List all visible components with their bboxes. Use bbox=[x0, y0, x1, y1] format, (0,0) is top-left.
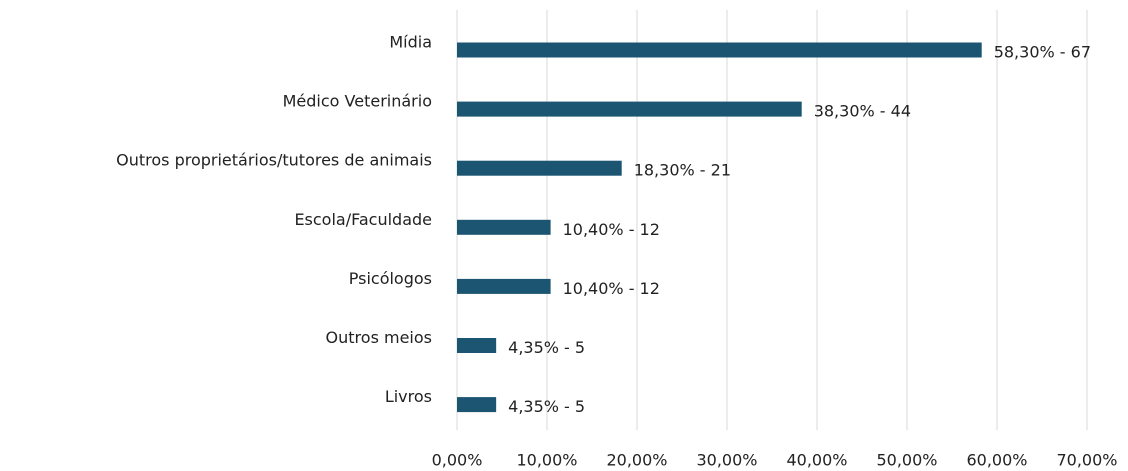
bar bbox=[457, 397, 497, 413]
x-tick-label: 0,00% bbox=[432, 451, 483, 470]
category-label: Outros meios bbox=[326, 328, 432, 347]
value-label: 10,40% - 12 bbox=[563, 220, 660, 239]
value-label: 18,30% - 21 bbox=[634, 161, 731, 180]
x-tick-label: 40,00% bbox=[786, 451, 847, 470]
bar bbox=[457, 278, 551, 294]
bar bbox=[457, 338, 497, 353]
bar bbox=[457, 42, 982, 58]
value-label: 10,40% - 12 bbox=[563, 279, 660, 298]
category-label: Outros proprietários/tutores de animais bbox=[116, 151, 432, 170]
x-tick-label: 10,00% bbox=[516, 451, 577, 470]
category-label: Médico Veterinário bbox=[283, 92, 432, 111]
category-label: Mídia bbox=[389, 33, 432, 52]
x-tick-label: 20,00% bbox=[606, 451, 667, 470]
value-label: 38,30% - 44 bbox=[814, 102, 911, 121]
category-label: Escola/Faculdade bbox=[294, 210, 432, 229]
value-label: 4,35% - 5 bbox=[508, 338, 585, 357]
x-tick-label: 30,00% bbox=[696, 451, 757, 470]
bar bbox=[457, 160, 622, 176]
bar bbox=[457, 219, 551, 235]
category-label: Livros bbox=[385, 387, 432, 406]
value-label: 4,35% - 5 bbox=[508, 397, 585, 416]
category-label: Psicólogos bbox=[349, 269, 432, 288]
bar bbox=[457, 101, 802, 117]
x-tick-label: 60,00% bbox=[966, 451, 1027, 470]
x-tick-label: 70,00% bbox=[1056, 451, 1117, 470]
x-tick-label: 50,00% bbox=[876, 451, 937, 470]
value-label: 58,30% - 67 bbox=[994, 43, 1091, 62]
